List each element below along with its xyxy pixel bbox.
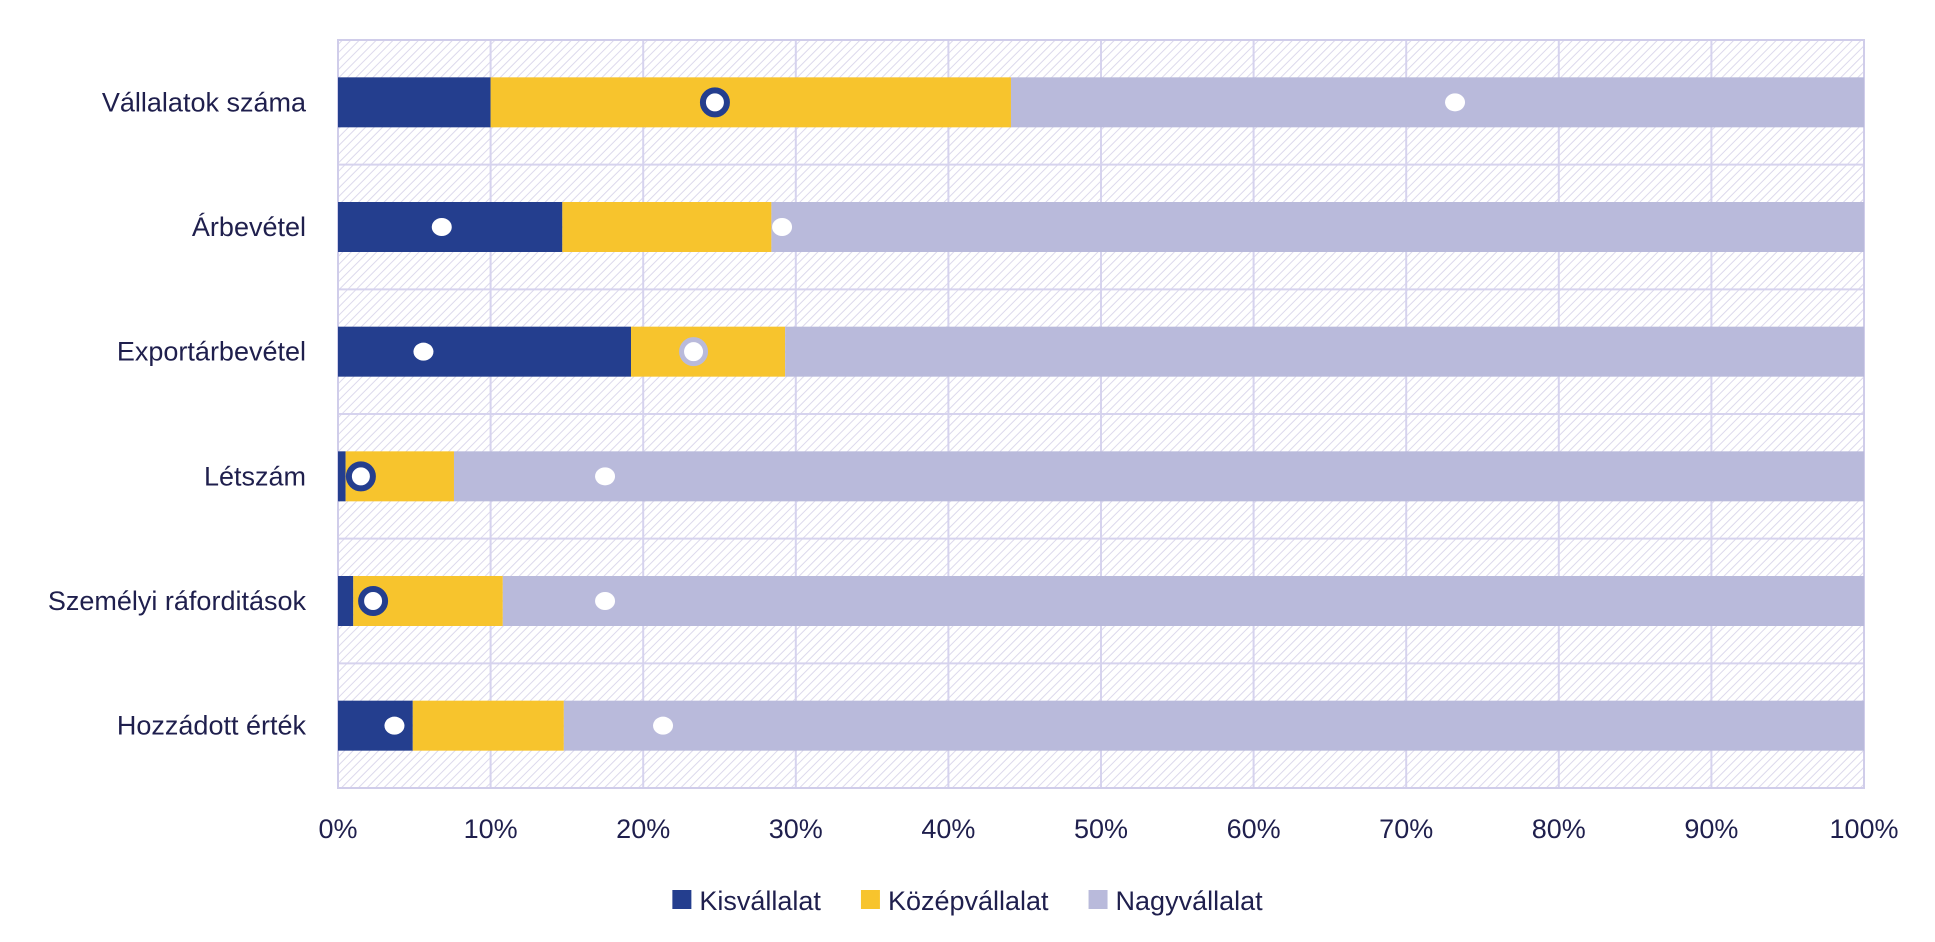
- marker-dot: [595, 592, 616, 610]
- bar-segment: [338, 77, 491, 128]
- bar-segment: [412, 700, 564, 751]
- marker-dot: [384, 716, 405, 735]
- legend-swatch: [672, 890, 692, 909]
- marker-dot: [595, 467, 616, 486]
- legend-label: Nagyvállalat: [1116, 886, 1264, 916]
- markers: [345, 87, 1466, 735]
- category-label: Árbevétel: [192, 212, 306, 242]
- category-label: Személyi ráforditások: [48, 586, 307, 616]
- x-tick-labels: 0% 10% 20% 30% 40% 50% 60% 70% 80% 90% 100%: [318, 814, 1898, 844]
- x-tick-label: 60%: [1227, 814, 1281, 844]
- x-tick-label: 20%: [616, 814, 670, 844]
- x-tick-label: 100%: [1829, 814, 1898, 844]
- marker-ring: [358, 586, 389, 616]
- bar-segment: [785, 326, 1865, 377]
- category-labels: Vállalatok száma Árbevétel Exportárbevétel…: [48, 87, 307, 740]
- legend: Kisvállalat Középvállalat Nagyvállalat: [672, 886, 1263, 916]
- x-tick-label: 0%: [318, 814, 357, 844]
- legend-label: Középvállalat: [888, 886, 1049, 916]
- bar-segment: [453, 451, 1864, 502]
- marker-dot: [413, 342, 434, 361]
- category-label: Létszám: [204, 461, 306, 491]
- x-tick-label: 90%: [1684, 814, 1738, 844]
- marker-ring: [699, 87, 730, 118]
- x-tick-label: 40%: [921, 814, 975, 844]
- x-tick-label: 80%: [1532, 814, 1586, 844]
- legend-swatch: [860, 890, 880, 909]
- category-label: Hozzádott érték: [117, 711, 307, 741]
- plot-border: [337, 39, 1865, 789]
- marker-dot: [431, 218, 452, 236]
- bar-segment: [490, 77, 1011, 128]
- bar-segment: [1010, 77, 1864, 128]
- bar-segment: [563, 700, 1864, 751]
- x-tick-label: 70%: [1379, 814, 1433, 844]
- bar-segment: [338, 326, 631, 377]
- marker-ring: [679, 337, 709, 367]
- legend-label: Kisvállalat: [699, 886, 821, 916]
- bar-segment: [338, 451, 346, 502]
- bar-segment: [338, 576, 354, 626]
- bar-segment: [562, 202, 772, 252]
- category-label: Exportárbevétel: [117, 337, 306, 367]
- legend-swatch: [1088, 890, 1108, 909]
- x-tick-label: 30%: [769, 814, 823, 844]
- marker-dot: [653, 716, 674, 735]
- marker-ring: [345, 461, 376, 492]
- marker-dot: [1445, 93, 1466, 112]
- bar-segment: [502, 576, 1865, 626]
- x-tick-label: 50%: [1074, 814, 1128, 844]
- x-tick-label: 10%: [464, 814, 518, 844]
- bar-segment: [771, 202, 1864, 252]
- category-label: Vállalatok száma: [102, 87, 307, 117]
- marker-dot: [772, 218, 793, 236]
